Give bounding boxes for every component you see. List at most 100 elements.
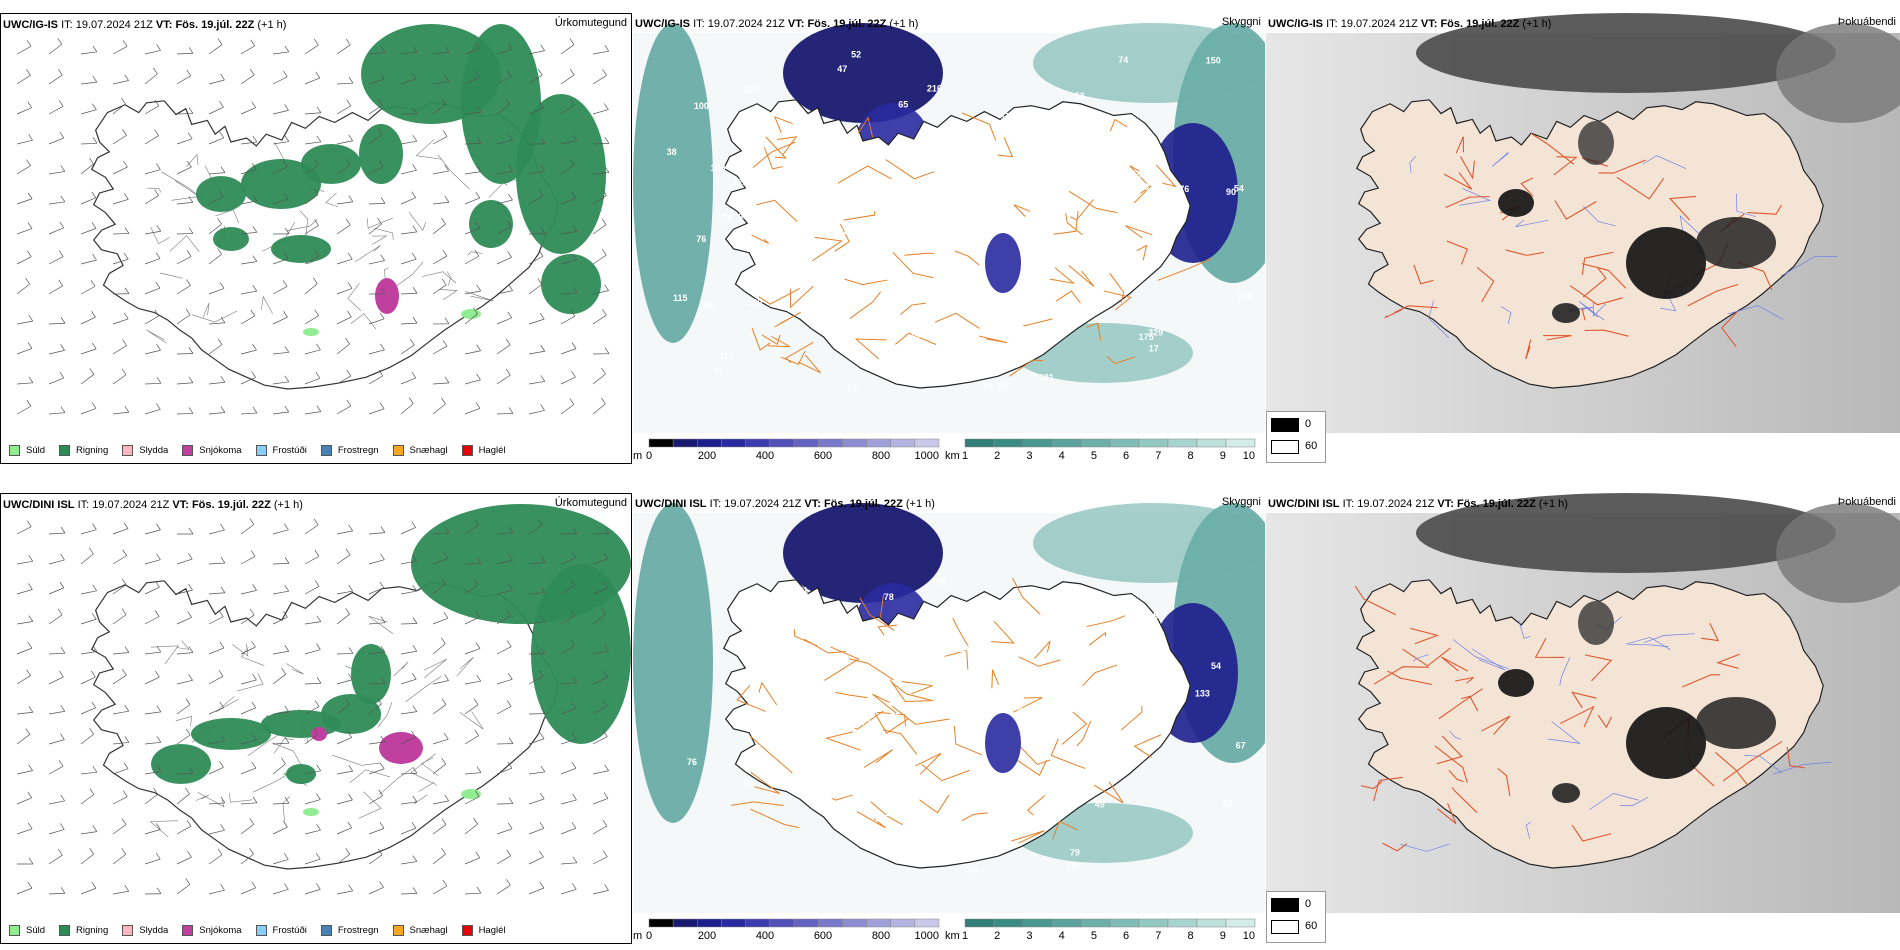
wind-barb-feather [602, 309, 607, 316]
wind-barb-feather [218, 190, 224, 197]
wind-barb-feather [92, 765, 98, 773]
wind-barb [240, 614, 255, 625]
road-line [1534, 637, 1565, 658]
road-line [894, 332, 937, 345]
wind-barb-feather [284, 227, 290, 235]
wind-barb-feather [412, 617, 418, 624]
wind-barb [560, 74, 575, 85]
wind-barb-feather [27, 641, 33, 649]
wind-barb [368, 349, 385, 355]
wind-barb [432, 763, 446, 775]
wind-barb-feather [187, 611, 192, 618]
wind-barb [80, 529, 97, 535]
scale-swatch [745, 438, 771, 448]
wind-barb [144, 741, 161, 745]
wind-barb [464, 350, 481, 355]
wind-barb [528, 771, 545, 775]
scale-swatch [866, 918, 891, 928]
wind-barb-feather [252, 673, 257, 681]
wind-barb-feather [283, 252, 289, 259]
wind-barb [272, 411, 289, 415]
road-line [877, 624, 897, 636]
road-line [236, 673, 264, 692]
wind-barb [176, 413, 194, 415]
wind-barb [272, 616, 288, 625]
road-line [410, 753, 436, 784]
wind-barb-feather [441, 758, 446, 765]
wind-barb [208, 322, 225, 325]
wind-barb-feather [378, 789, 383, 796]
wind-barb-feather [155, 252, 161, 259]
wind-barb [272, 286, 288, 295]
drizzle-area [461, 309, 481, 319]
wind-barb-feather [412, 225, 418, 233]
wind-barb-feather [444, 674, 449, 681]
road-line [1049, 267, 1076, 284]
road-line [892, 252, 934, 279]
wind-barb-feather [476, 766, 482, 773]
road-line [147, 187, 162, 193]
wind-barb-feather [92, 584, 97, 591]
wind-barb [208, 79, 225, 85]
road-line [1373, 776, 1403, 802]
wind-barb [304, 141, 321, 145]
wind-barb [16, 107, 32, 115]
wind-barb-feather [252, 226, 258, 233]
road-line [756, 199, 798, 222]
ceiling-value-label: 97 [904, 228, 914, 238]
wind-barb [496, 615, 511, 625]
road-line [459, 711, 484, 730]
wind-barb-feather [380, 526, 386, 533]
wind-barb [208, 172, 225, 175]
wind-barb-feather [473, 817, 478, 825]
wind-barb [304, 77, 320, 85]
wind-barb-feather [475, 191, 481, 199]
wind-barb [176, 772, 193, 775]
low-ceiling-area [985, 713, 1021, 773]
wind-barb-feather [316, 883, 321, 890]
wind-barb [144, 711, 161, 715]
wind-barb [16, 283, 30, 295]
wind-barb-feather [121, 368, 127, 375]
road-line [789, 285, 814, 309]
road-line [1382, 842, 1408, 852]
wind-barb [144, 315, 159, 325]
road-line [1013, 204, 1031, 217]
wind-barb [144, 349, 161, 355]
wind-barb-feather [571, 551, 577, 559]
wind-barb [336, 343, 350, 355]
wind-barb [144, 409, 161, 415]
road-line [1133, 185, 1152, 204]
scale-swatch [1022, 438, 1053, 448]
river-line [1525, 821, 1532, 840]
wind-barb-feather [185, 728, 191, 736]
wind-barb-feather [603, 581, 609, 589]
road-line [176, 640, 190, 650]
wind-barb-feather [60, 887, 66, 894]
wind-barb [272, 258, 289, 265]
wind-barb [400, 140, 417, 145]
rain-area [261, 710, 341, 738]
fog-dark-area [1498, 669, 1534, 697]
scale-tick-label: 600 [814, 930, 832, 942]
wind-barb [80, 553, 94, 565]
wind-barb-feather [476, 674, 482, 682]
ceiling-value-label: 61 [1064, 128, 1074, 138]
wind-barb-feather [380, 553, 385, 560]
wind-barb-feather [27, 881, 33, 889]
iceland-coastline [722, 99, 1191, 389]
wind-barb-feather [476, 373, 481, 381]
road-line [837, 165, 892, 184]
wind-barb [336, 375, 352, 385]
wind-barb-feather [284, 523, 289, 530]
wind-barb [496, 48, 513, 55]
wind-barb-feather [571, 821, 577, 829]
road-line [1012, 577, 1041, 615]
wind-barb-feather [380, 46, 386, 53]
wind-barb-feather [122, 129, 127, 136]
road-line [900, 302, 926, 315]
wind-barb-feather [185, 878, 191, 885]
wind-barb-feather [380, 287, 386, 295]
wind-barb [144, 858, 161, 865]
scale-swatch [1022, 918, 1053, 928]
